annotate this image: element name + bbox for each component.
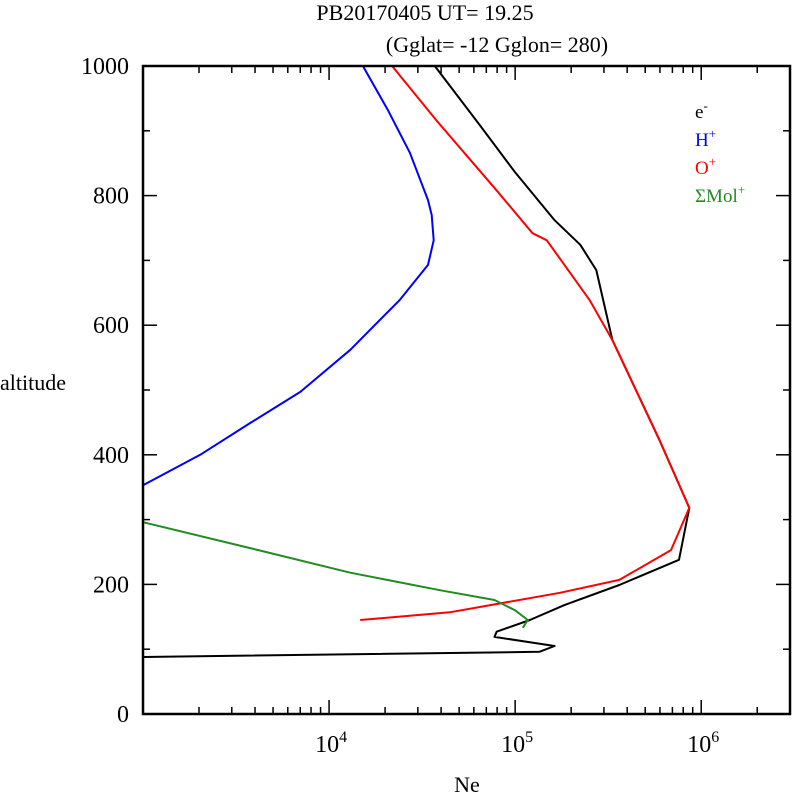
chart-subtitle: (Gglat= -12 Gglon= 280)	[386, 32, 608, 57]
y-tick-label: 200	[93, 572, 129, 598]
y-axis-label: altitude	[0, 370, 66, 395]
legend: e- H+ O+ ΣMol+	[695, 98, 745, 207]
x-tick-label: 105	[501, 729, 533, 758]
axis-ticks	[143, 65, 790, 715]
y-tick-label: 1000	[81, 54, 129, 80]
x-tick-label: 106	[687, 729, 719, 758]
series-line-o	[360, 65, 691, 621]
series-line-h	[142, 65, 435, 487]
legend-item: H+	[695, 126, 716, 151]
series-lines	[142, 65, 691, 658]
x-tick-labels: 104 105 106	[315, 729, 719, 758]
x-axis-label: Ne	[454, 772, 480, 795]
y-tick-label: 600	[93, 313, 129, 339]
y-tick-label: 0	[117, 702, 129, 728]
series-line-mol	[142, 521, 529, 629]
legend-item: O+	[695, 154, 716, 179]
y-tick-labels: 0 200 400 600 800 1000	[81, 54, 129, 728]
y-tick-label: 400	[93, 443, 129, 469]
chart-title: PB20170405 UT= 19.25	[316, 0, 533, 25]
series-line-e	[142, 65, 691, 658]
x-tick-label: 104	[315, 729, 347, 758]
plot-frame	[141, 64, 792, 716]
y-tick-label: 800	[93, 184, 129, 210]
legend-item: ΣMol+	[695, 182, 745, 207]
legend-item: e-	[695, 98, 708, 123]
